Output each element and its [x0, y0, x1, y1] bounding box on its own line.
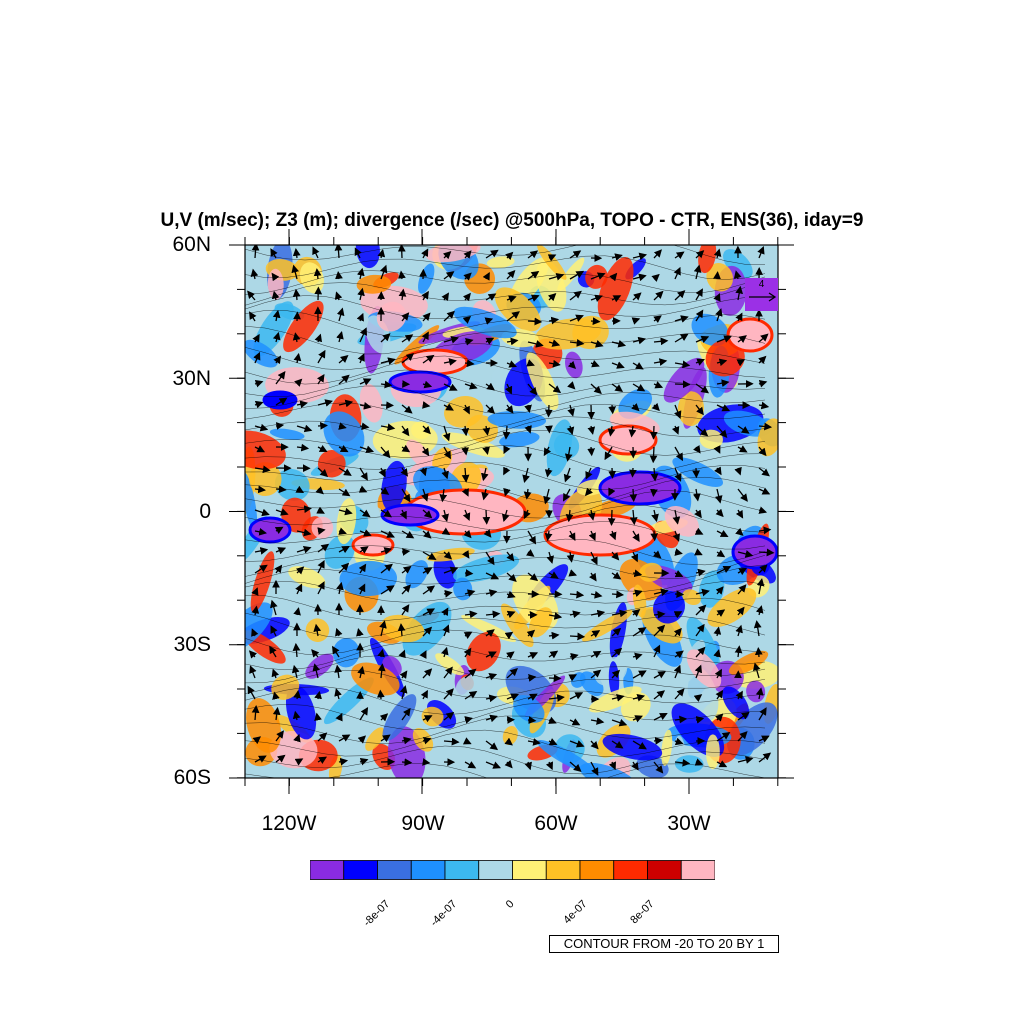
- x-tick-label-90w: 90W: [401, 812, 445, 835]
- plot-title: U,V (m/sec); Z3 (m); divergence (/sec) @…: [160, 210, 864, 231]
- y-tick-label-60s: 60S: [173, 766, 211, 789]
- x-tick-label-120w: 120W: [261, 812, 317, 835]
- y-tick-label-30n: 30N: [172, 367, 211, 390]
- reference-vector-label: 4: [758, 279, 765, 290]
- contour-info-box: CONTOUR FROM -20 TO 20 BY 1: [549, 935, 779, 953]
- x-tick-label-30w: 30W: [667, 812, 711, 835]
- colorbar-swatch: [478, 860, 513, 880]
- colorbar-swatch: [680, 860, 715, 880]
- colorbar-swatch: [444, 860, 480, 880]
- colorbar-swatch: [377, 860, 412, 880]
- y-tick-label-60n: 60N: [172, 233, 211, 256]
- colorbar-swatch: [647, 860, 682, 880]
- divergence-field: [245, 245, 778, 778]
- colorbar: [310, 860, 715, 880]
- colorbar-swatch: [579, 860, 615, 880]
- reference-vector-box: 4: [745, 278, 778, 311]
- y-tick-label-eq: 0: [199, 500, 211, 523]
- colorbar-swatch: [343, 860, 378, 880]
- y-tick-label-30s: 30S: [173, 633, 211, 656]
- colorbar-swatch: [310, 860, 345, 880]
- colorbar-swatch: [613, 860, 648, 880]
- x-tick-label-60w: 60W: [534, 812, 578, 835]
- reference-arrow-icon: [749, 292, 777, 302]
- colorbar-swatch: [410, 860, 446, 880]
- colorbar-swatch: [512, 860, 547, 880]
- colorbar-swatch: [545, 860, 581, 880]
